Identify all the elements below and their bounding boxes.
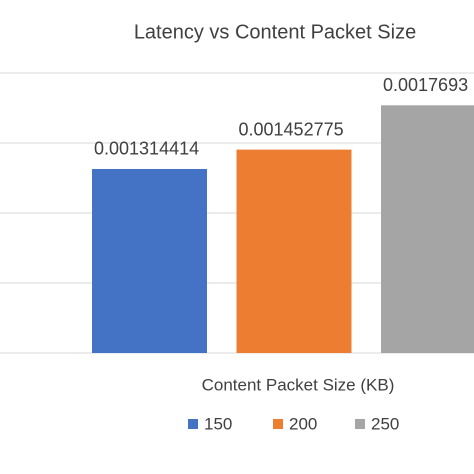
legend-label: 150: [204, 414, 232, 433]
legend-swatch: [273, 419, 283, 429]
data-label: 0.001314414: [94, 139, 199, 159]
data-label: 0.001452775: [239, 119, 344, 139]
bar: [92, 168, 207, 353]
bar: [381, 105, 474, 353]
legend-label: 200: [289, 414, 317, 433]
data-label: 0.0017693: [383, 75, 468, 95]
bar: [236, 149, 352, 353]
x-axis-label: Content Packet Size (KB): [202, 375, 395, 394]
legend-swatch: [188, 419, 198, 429]
chart-title: Latency vs Content Packet Size: [134, 21, 416, 43]
legend-swatch: [355, 419, 365, 429]
legend-label: 250: [371, 414, 399, 433]
